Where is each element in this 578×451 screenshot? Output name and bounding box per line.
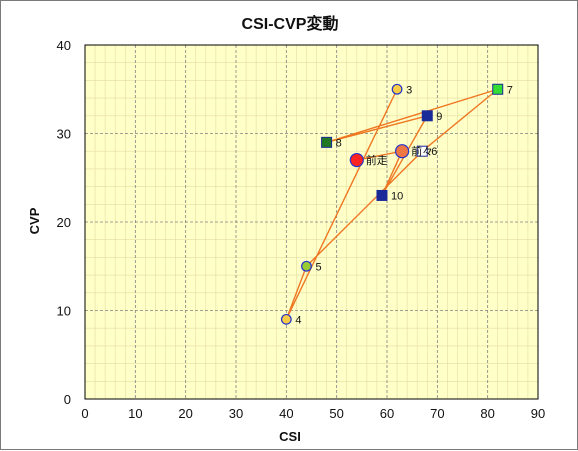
marker-circle-前々 xyxy=(395,144,410,159)
point-label-6: 6 xyxy=(431,146,437,158)
grid-lines xyxy=(84,44,539,400)
x-tick-label: 50 xyxy=(329,406,343,421)
x-tick-labels: 0 10 20 30 40 50 60 70 80 90 xyxy=(81,406,545,421)
y-axis-label: CVP xyxy=(27,207,42,234)
x-tick-label: 0 xyxy=(81,406,88,421)
point-label-10: 10 xyxy=(391,190,403,202)
marker-circle-前走 xyxy=(349,152,364,168)
y-tick-label: 30 xyxy=(57,127,71,142)
y-tick-labels: 0 10 20 30 40 xyxy=(57,38,71,407)
x-tick-label: 70 xyxy=(430,406,444,421)
point-label-5: 5 xyxy=(315,261,321,273)
x-tick-label: 60 xyxy=(380,406,394,421)
marker-square-6 xyxy=(416,145,428,157)
y-tick-label: 0 xyxy=(64,392,71,407)
marker-square-10 xyxy=(376,189,388,201)
x-axis-label: CSI xyxy=(279,429,301,444)
series-line xyxy=(285,88,499,320)
marker-square-7 xyxy=(492,83,504,95)
point-label-9: 9 xyxy=(436,111,442,123)
y-tick-label: 10 xyxy=(57,304,71,319)
point-label-4: 4 xyxy=(295,314,301,326)
marker-square-8 xyxy=(321,136,333,148)
point-label-前走: 前走 xyxy=(366,153,388,167)
point-label-8: 8 xyxy=(336,137,342,149)
marker-square-9 xyxy=(421,110,433,122)
x-tick-label: 30 xyxy=(229,406,243,421)
point-label-3: 3 xyxy=(406,84,412,96)
x-tick-label: 90 xyxy=(531,406,545,421)
marker-circle-5 xyxy=(301,260,312,272)
x-tick-label: 80 xyxy=(480,406,494,421)
y-tick-label: 20 xyxy=(57,215,71,230)
plot-border xyxy=(84,44,539,400)
series-path xyxy=(285,88,499,320)
point-label-前々: 前々 xyxy=(411,144,433,158)
series-markers xyxy=(280,83,504,325)
x-tick-label: 20 xyxy=(178,406,192,421)
marker-circle-4 xyxy=(280,313,292,325)
point-label-7: 7 xyxy=(507,84,513,96)
x-tick-label: 40 xyxy=(279,406,293,421)
marker-circle-3 xyxy=(391,83,403,95)
y-tick-label: 40 xyxy=(57,38,71,53)
x-tick-label: 10 xyxy=(128,406,142,421)
chart-title: CSI-CVP変動 xyxy=(242,14,339,33)
